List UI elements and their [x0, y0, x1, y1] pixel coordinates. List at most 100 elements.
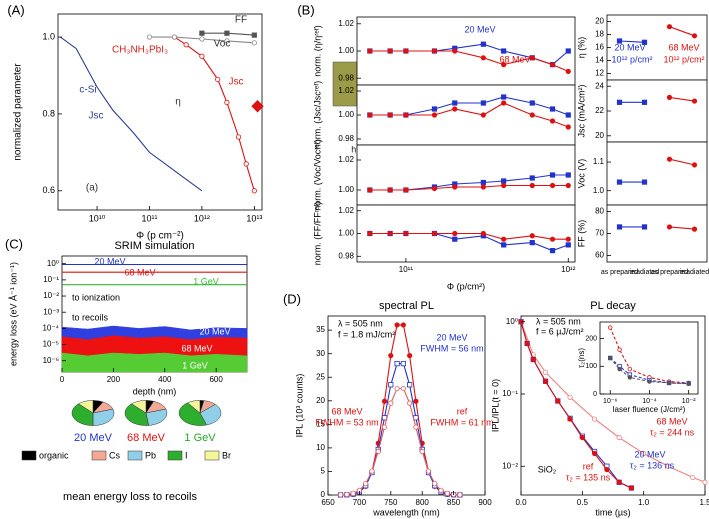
x-category-label: as prepared: [601, 269, 638, 276]
point: [199, 30, 205, 36]
x-tick-label: 1.0: [638, 498, 650, 507]
point: [530, 356, 536, 363]
chart-title: SRIM simulation: [114, 240, 194, 252]
annotation: FWHM = 56 nm: [420, 343, 483, 353]
point: [235, 134, 242, 140]
panel-label: (A): [7, 2, 24, 17]
x-axis-label: time (µs): [595, 507, 630, 517]
y-tick-label: 10⁻¹: [43, 275, 59, 284]
point: [419, 448, 425, 455]
point: [369, 468, 375, 474]
annotation: 10¹² p/cm²: [611, 54, 652, 64]
y-tick-label: 10⁻⁵: [43, 340, 59, 349]
x-axis-label: depth (nm): [133, 386, 177, 396]
point: [565, 112, 571, 118]
point: [452, 236, 458, 242]
y-axis-label: norm. (Jsc/Jscʳᵉᶠ): [312, 81, 322, 150]
point: [171, 34, 178, 40]
line: [369, 50, 569, 72]
x-tick-label: 10¹¹: [399, 265, 414, 274]
point: [591, 450, 598, 457]
point: [407, 400, 413, 406]
x-tick-label: 650: [321, 498, 335, 507]
point: [565, 124, 571, 130]
y-tick-label: 10⁰: [47, 259, 59, 268]
y-tick-label: 70: [595, 229, 604, 238]
point: [542, 369, 549, 375]
y-tick-label: 30: [316, 349, 325, 358]
y-tick-label: 1.02: [338, 206, 354, 215]
point: [480, 100, 486, 106]
y-tick-label: 0.6: [42, 185, 55, 195]
annotation: τ₂ = 136 ns: [630, 460, 675, 470]
point: [549, 172, 556, 178]
y-tick-label: 10⁻⁶: [43, 356, 59, 365]
annotation: 68 MeV: [656, 416, 687, 426]
annotation: τ₂ = 135 ns: [566, 472, 611, 482]
point: [616, 99, 623, 105]
legend-swatch: [127, 450, 143, 461]
point: [549, 61, 556, 68]
point: [627, 375, 633, 380]
legend-swatch: [21, 450, 37, 461]
point: [431, 230, 438, 237]
plot-frame: [606, 14, 708, 81]
point: [438, 487, 444, 493]
annotation: 1 GeV: [182, 360, 208, 370]
point: [617, 347, 622, 352]
point: [388, 400, 394, 406]
y-tick-label: 10⁻⁴: [42, 323, 59, 332]
y-tick-label: 0.98: [338, 73, 354, 82]
point: [627, 366, 633, 372]
annotation: 10¹² p/cm²: [663, 54, 704, 64]
pie-label: 1 GeV: [184, 432, 216, 444]
annotation: (a): [86, 183, 98, 194]
y-axis-label: norm. (η/ηʳᵉᶠ): [312, 25, 322, 77]
x-tick-label: 750: [384, 498, 398, 507]
y-tick-label: 1.1: [593, 157, 605, 166]
pie-slice: [187, 400, 201, 414]
annotation: FWHM = 61 nm: [430, 417, 493, 427]
legend-label: Cs: [109, 450, 120, 460]
annotation: 68 MeV: [181, 343, 212, 353]
annotation: f = 1.8 mJ/cm²: [338, 329, 395, 339]
pie-label: 68 MeV: [127, 432, 166, 444]
point: [452, 48, 458, 54]
point: [199, 53, 205, 59]
annotation: η: [175, 97, 181, 108]
point: [444, 490, 450, 496]
y-tick-label: 35: [316, 325, 325, 334]
line: [369, 102, 569, 128]
point: [403, 112, 409, 118]
point: [666, 380, 672, 386]
legend-swatch: [204, 450, 220, 461]
x-tick-label: 10⁻⁴: [642, 398, 657, 405]
point: [403, 187, 409, 193]
line: [60, 36, 203, 192]
x-axis-label: wavelength (nm): [372, 507, 440, 517]
pie-slice: [71, 403, 94, 426]
pie-slice: [131, 400, 147, 414]
annotation: 68 MeV: [499, 54, 530, 64]
point: [344, 491, 350, 498]
annotation: 20 MeV: [436, 332, 467, 342]
y-axis-label: norm. (Voc/Vocʳᵉᶠ): [312, 139, 322, 211]
x-tick-label: 10¹¹: [141, 213, 157, 223]
plot-frame: [606, 141, 708, 206]
plot-frame: [606, 204, 708, 263]
point: [647, 379, 652, 384]
point: [215, 76, 221, 82]
x-tick-label: 850: [447, 498, 461, 507]
point: [183, 42, 189, 48]
legend-label: I: [185, 450, 188, 460]
pie-slice: [124, 403, 149, 426]
point: [641, 39, 648, 45]
point: [452, 100, 458, 106]
point: [452, 184, 458, 190]
y-axis-label: η (%): [576, 37, 586, 59]
point: [529, 100, 535, 106]
point: [641, 224, 648, 230]
plot-frame: [57, 13, 263, 211]
line: [174, 36, 255, 191]
